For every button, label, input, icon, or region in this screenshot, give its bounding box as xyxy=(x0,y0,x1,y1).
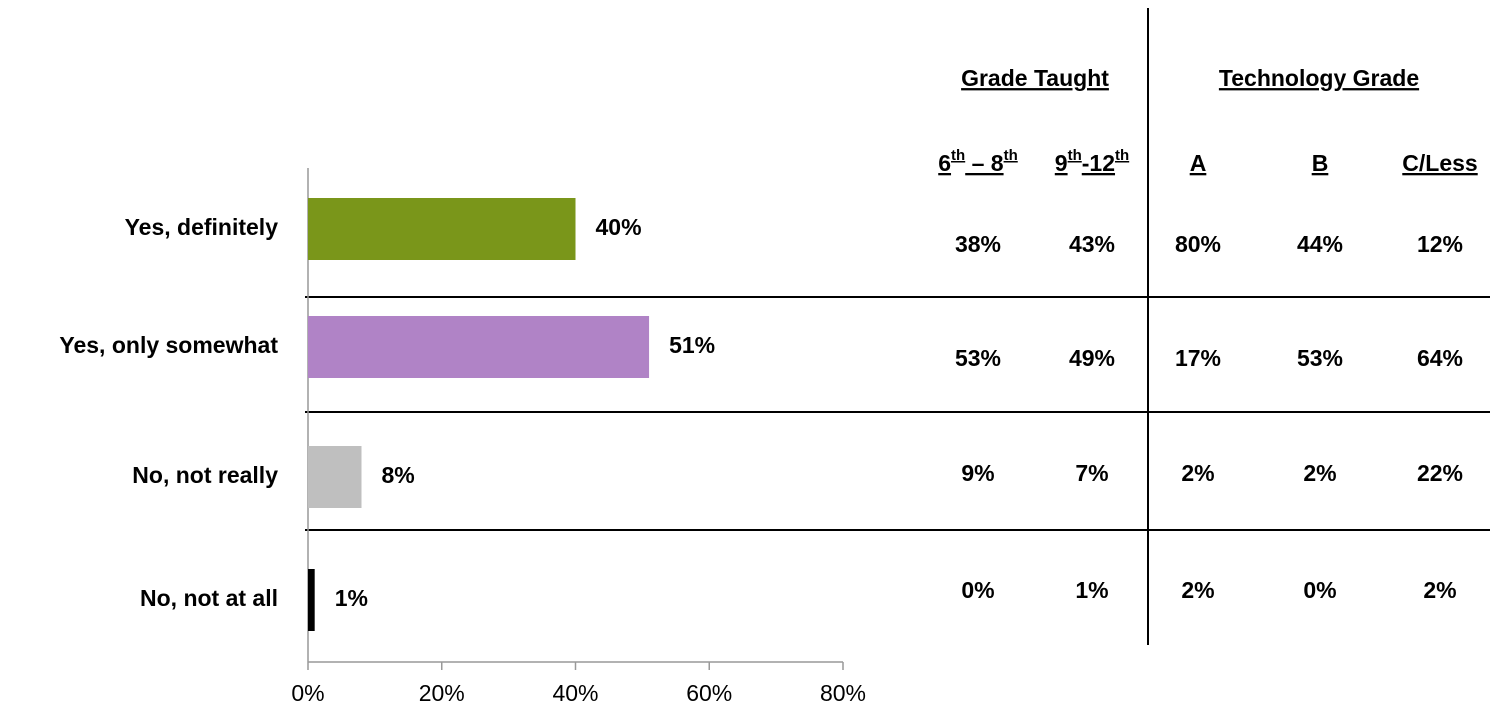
superscript: th xyxy=(951,147,965,164)
category-label: Yes, only somewhat xyxy=(59,332,278,358)
table-cell: 53% xyxy=(1297,345,1343,371)
value-label: 8% xyxy=(382,462,415,488)
category-label: No, not really xyxy=(132,462,278,488)
superscript: th xyxy=(1115,147,1129,164)
column-header: C/Less xyxy=(1402,150,1477,176)
header-text: 6 xyxy=(938,150,951,176)
table-cell: 22% xyxy=(1417,460,1463,486)
category-label: No, not at all xyxy=(140,585,278,611)
x-tick-label: 60% xyxy=(686,680,732,706)
table-cell: 2% xyxy=(1303,460,1336,486)
table-cell: 43% xyxy=(1069,231,1115,257)
category-label: Yes, definitely xyxy=(125,214,279,240)
value-label: 40% xyxy=(596,214,642,240)
table-cell: 49% xyxy=(1069,345,1115,371)
superscript: th xyxy=(1068,147,1082,164)
table-cell: 44% xyxy=(1297,231,1343,257)
bar xyxy=(308,316,650,378)
bar xyxy=(308,198,576,260)
value-label: 1% xyxy=(335,585,368,611)
x-tick-label: 0% xyxy=(291,680,324,706)
group-title: Grade Taught xyxy=(961,65,1109,91)
bar xyxy=(308,446,362,508)
column-header: A xyxy=(1190,150,1207,176)
header-text: – 8 xyxy=(965,150,1004,176)
table-cell: 2% xyxy=(1423,577,1456,603)
value-label: 51% xyxy=(669,332,715,358)
table-cell: 2% xyxy=(1181,577,1214,603)
header-text: B xyxy=(1312,150,1329,176)
x-tick-label: 40% xyxy=(552,680,598,706)
table-cell: 12% xyxy=(1417,231,1463,257)
bar xyxy=(308,569,315,631)
column-header: 6th – 8th xyxy=(938,147,1018,176)
table-cell: 0% xyxy=(1303,577,1336,603)
table-cell: 2% xyxy=(1181,460,1214,486)
superscript: th xyxy=(1004,147,1018,164)
header-text: -12 xyxy=(1082,150,1115,176)
table-cell: 80% xyxy=(1175,231,1221,257)
table-cell: 9% xyxy=(961,460,994,486)
column-header: 9th-12th xyxy=(1055,147,1129,176)
group-title: Technology Grade xyxy=(1219,65,1419,91)
table-cell: 17% xyxy=(1175,345,1221,371)
header-text: A xyxy=(1190,150,1207,176)
x-tick-label: 80% xyxy=(820,680,866,706)
table-cell: 0% xyxy=(961,577,994,603)
header-text: 9 xyxy=(1055,150,1068,176)
column-header: B xyxy=(1312,150,1329,176)
table-cell: 1% xyxy=(1075,577,1108,603)
table-cell: 64% xyxy=(1417,345,1463,371)
table-cell: 53% xyxy=(955,345,1001,371)
table-cell: 7% xyxy=(1075,460,1108,486)
x-tick-label: 20% xyxy=(419,680,465,706)
header-text: C/Less xyxy=(1402,150,1477,176)
table-cell: 38% xyxy=(955,231,1001,257)
